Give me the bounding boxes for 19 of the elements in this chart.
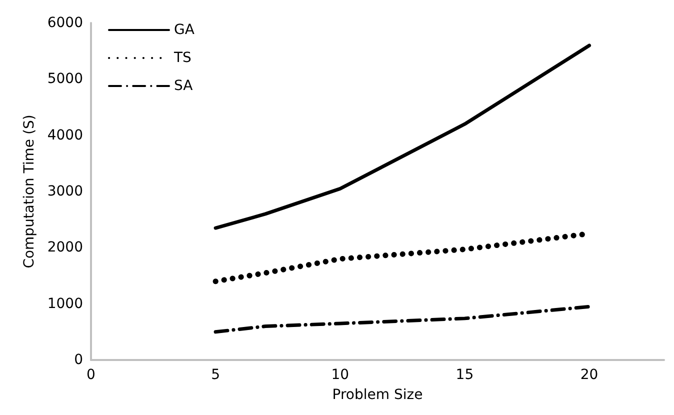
y-tick-label: 3000 <box>47 184 83 200</box>
legend-label: SA <box>174 78 194 94</box>
y-tick-label: 1000 <box>47 296 83 312</box>
y-tick-label: 2000 <box>47 240 83 256</box>
y-tick-label: 0 <box>74 352 83 368</box>
line-series <box>214 304 592 334</box>
x-tick-label: 5 <box>211 367 220 383</box>
y-axis-title: Computation Time (S) <box>21 114 38 268</box>
y-tick-label: 4000 <box>47 127 83 144</box>
x-axis-title: Problem Size <box>332 387 423 403</box>
x-tick-label: 20 <box>580 367 598 383</box>
line-series <box>214 44 592 230</box>
x-tick-label: 0 <box>86 367 96 383</box>
legend-label: GA <box>174 22 195 38</box>
x-tick-label: 15 <box>456 367 474 383</box>
legend-label: TS <box>173 50 192 66</box>
x-tick-label: 10 <box>331 367 350 383</box>
y-tick-label: 5000 <box>47 71 83 88</box>
y-tick-label: 6000 <box>47 15 83 31</box>
